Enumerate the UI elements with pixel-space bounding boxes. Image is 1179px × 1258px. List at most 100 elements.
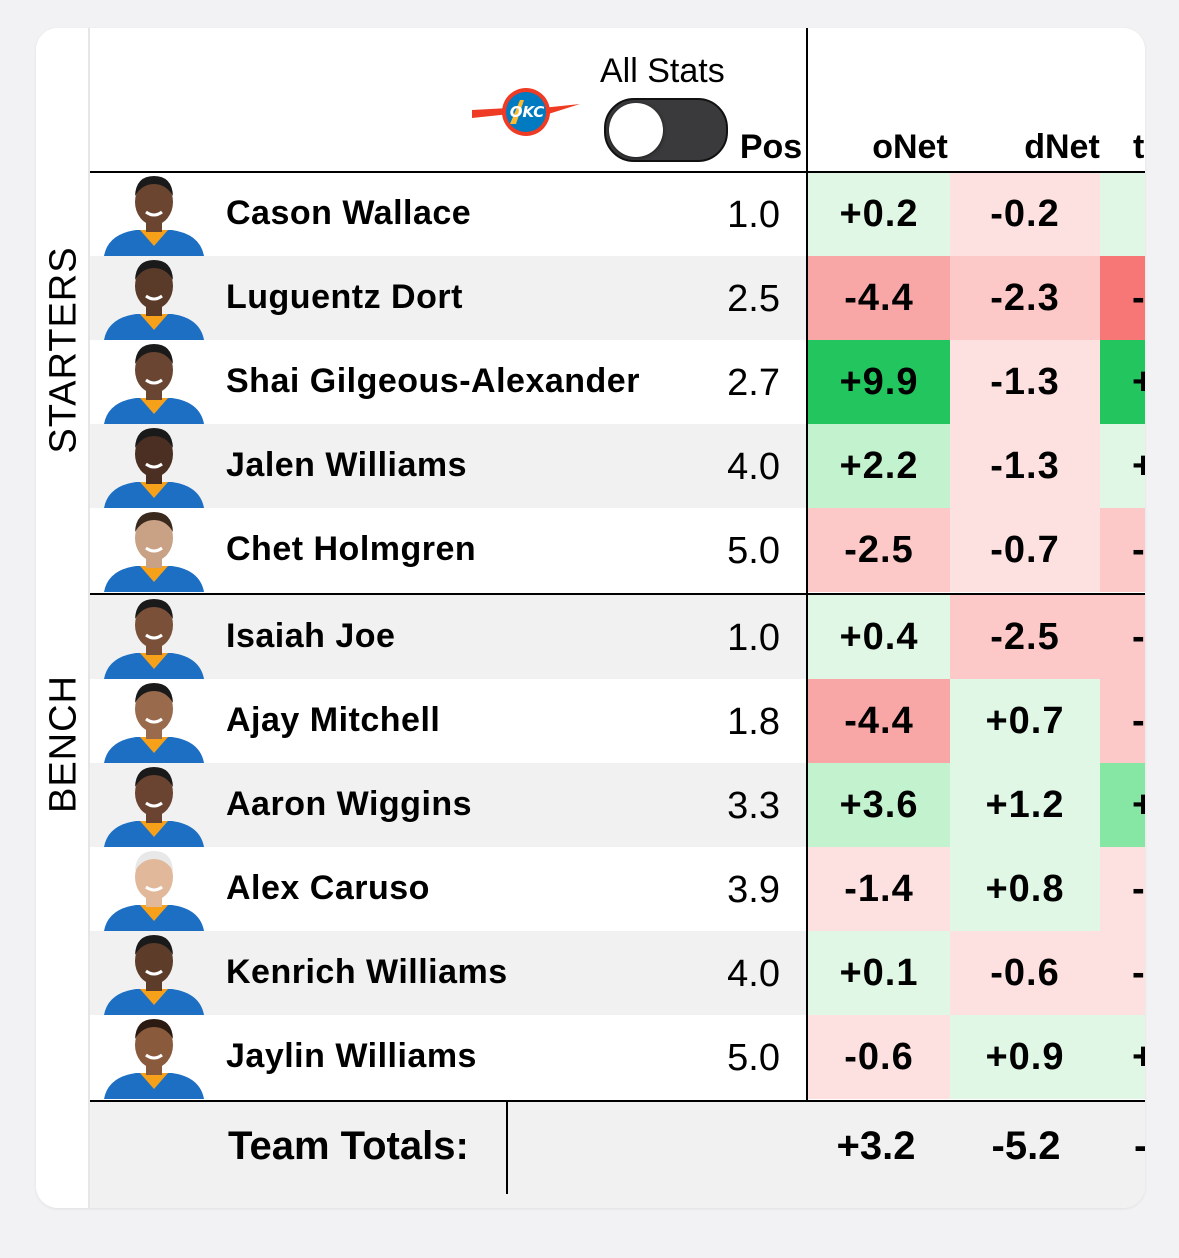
third-stat-cell: - xyxy=(1100,256,1145,340)
third-stat-cell: + xyxy=(1100,763,1145,847)
player-name[interactable]: Shai Gilgeous-Alexander xyxy=(226,362,640,400)
player-headshot xyxy=(96,931,212,1015)
dnet-cell: -2.3 xyxy=(950,256,1100,340)
header-third-column[interactable]: t xyxy=(1133,128,1145,166)
player-position: 3.3 xyxy=(727,785,780,827)
player-row[interactable]: Aaron Wiggins 3.3 +3.6 +1.2 + xyxy=(90,763,1145,847)
starters-section-label: STARTERS xyxy=(42,246,85,454)
player-name[interactable]: Ajay Mitchell xyxy=(226,701,441,739)
player-row[interactable]: Shai Gilgeous-Alexander 2.7 +9.9 -1.3 + xyxy=(90,340,1145,424)
player-row[interactable]: Cason Wallace 1.0 +0.2 -0.2 xyxy=(90,172,1145,256)
player-position: 1.0 xyxy=(727,194,780,236)
player-headshot xyxy=(96,595,212,679)
header-dnet[interactable]: dNet xyxy=(1024,128,1100,166)
player-position: 2.7 xyxy=(727,362,780,404)
player-name[interactable]: Luguentz Dort xyxy=(226,278,463,316)
third-stat-cell: - xyxy=(1100,847,1145,931)
player-headshot xyxy=(96,847,212,931)
onet-cell: +9.9 xyxy=(808,340,950,424)
team-totals-row: Team Totals: +3.2 -5.2 - xyxy=(90,1102,1145,1208)
player-position: 1.0 xyxy=(727,617,780,659)
totals-divider-vertical xyxy=(506,1102,508,1194)
player-position: 5.0 xyxy=(727,530,780,572)
totals-divider xyxy=(90,1100,1145,1102)
table-header: OKC All Stats Pos oNet dNet t xyxy=(90,28,1145,172)
dnet-cell: -0.2 xyxy=(950,172,1100,256)
player-headshot xyxy=(96,508,212,592)
onet-cell: -0.6 xyxy=(808,1015,950,1099)
player-name[interactable]: Kenrich Williams xyxy=(226,953,508,991)
totals-onet: +3.2 xyxy=(836,1124,916,1168)
third-stat-cell: + xyxy=(1100,1015,1145,1099)
player-position: 2.5 xyxy=(727,278,780,320)
player-name[interactable]: Cason Wallace xyxy=(226,194,472,232)
player-row[interactable]: Chet Holmgren 5.0 -2.5 -0.7- xyxy=(90,508,1145,592)
header-pos[interactable]: Pos xyxy=(739,128,803,166)
player-row[interactable]: Ajay Mitchell 1.8 -4.4 +0.7- xyxy=(90,679,1145,763)
left-divider xyxy=(88,28,90,1208)
player-position: 4.0 xyxy=(727,446,780,488)
player-name[interactable]: Jaylin Williams xyxy=(226,1037,477,1075)
player-headshot xyxy=(96,172,212,256)
header-onet[interactable]: oNet xyxy=(872,128,948,166)
player-name[interactable]: Isaiah Joe xyxy=(226,617,396,655)
onet-cell: -1.4 xyxy=(808,847,950,931)
third-stat-cell: - xyxy=(1100,595,1145,679)
dnet-cell: +0.8 xyxy=(950,847,1100,931)
all-stats-toggle[interactable] xyxy=(604,98,728,162)
player-headshot xyxy=(96,340,212,424)
player-row[interactable]: Alex Caruso 3.9 -1.4 +0.8- xyxy=(90,847,1145,931)
onet-cell: +0.1 xyxy=(808,931,950,1015)
player-position: 1.8 xyxy=(727,701,780,743)
onet-cell: +2.2 xyxy=(808,424,950,508)
dnet-cell: +0.9 xyxy=(950,1015,1100,1099)
lineup-stats-card: STARTERS BENCH OKC All Stats Pos oNet dN… xyxy=(36,28,1145,1208)
onet-cell: +0.2 xyxy=(808,172,950,256)
player-row[interactable]: Jaylin Williams 5.0 -0.6 +0.9 + xyxy=(90,1015,1145,1099)
section-label-bar xyxy=(36,28,88,1208)
onet-cell: -4.4 xyxy=(808,256,950,340)
third-stat-cell: - xyxy=(1100,679,1145,763)
onet-cell: +0.4 xyxy=(808,595,950,679)
player-position: 5.0 xyxy=(727,1037,780,1079)
dnet-cell: -1.3 xyxy=(950,424,1100,508)
dnet-cell: -1.3 xyxy=(950,340,1100,424)
header-divider xyxy=(90,171,1145,173)
player-name[interactable]: Jalen Williams xyxy=(226,446,468,484)
third-stat-cell: + xyxy=(1100,340,1145,424)
player-row[interactable]: Luguentz Dort 2.5 -4.4 -2.3- xyxy=(90,256,1145,340)
dnet-cell: -0.7 xyxy=(950,508,1100,592)
onet-cell: -4.4 xyxy=(808,679,950,763)
player-position: 4.0 xyxy=(727,953,780,995)
onet-cell: +3.6 xyxy=(808,763,950,847)
team-totals-label: Team Totals: xyxy=(228,1124,469,1168)
dnet-cell: +1.2 xyxy=(950,763,1100,847)
dnet-cell: +0.7 xyxy=(950,679,1100,763)
toggle-knob[interactable] xyxy=(609,103,663,157)
player-headshot xyxy=(96,256,212,340)
dnet-cell: -2.5 xyxy=(950,595,1100,679)
third-stat-cell: - xyxy=(1100,508,1145,592)
onet-cell: -2.5 xyxy=(808,508,950,592)
stats-column-divider xyxy=(806,28,808,1102)
dnet-cell: -0.6 xyxy=(950,931,1100,1015)
logo-text: OKC xyxy=(510,103,544,121)
player-headshot xyxy=(96,424,212,508)
third-stat-cell: - xyxy=(1100,931,1145,1015)
player-name[interactable]: Chet Holmgren xyxy=(226,530,477,568)
player-name[interactable]: Aaron Wiggins xyxy=(226,785,473,823)
starters-bench-divider xyxy=(90,593,1145,595)
totals-third: - xyxy=(1134,1124,1145,1169)
all-stats-label: All Stats xyxy=(600,52,725,90)
player-name[interactable]: Alex Caruso xyxy=(226,869,430,907)
third-stat-cell: + xyxy=(1100,424,1145,508)
bench-section-label: BENCH xyxy=(42,674,85,814)
player-row[interactable]: Jalen Williams 4.0 +2.2 -1.3 + xyxy=(90,424,1145,508)
totals-dnet: -5.2 xyxy=(991,1124,1061,1168)
third-stat-cell xyxy=(1100,172,1145,256)
player-headshot xyxy=(96,763,212,847)
player-headshot xyxy=(96,1015,212,1099)
player-row[interactable]: Isaiah Joe 1.0 +0.4 -2.5- xyxy=(90,595,1145,679)
player-headshot xyxy=(96,679,212,763)
player-row[interactable]: Kenrich Williams 4.0 +0.1 -0.6- xyxy=(90,931,1145,1015)
